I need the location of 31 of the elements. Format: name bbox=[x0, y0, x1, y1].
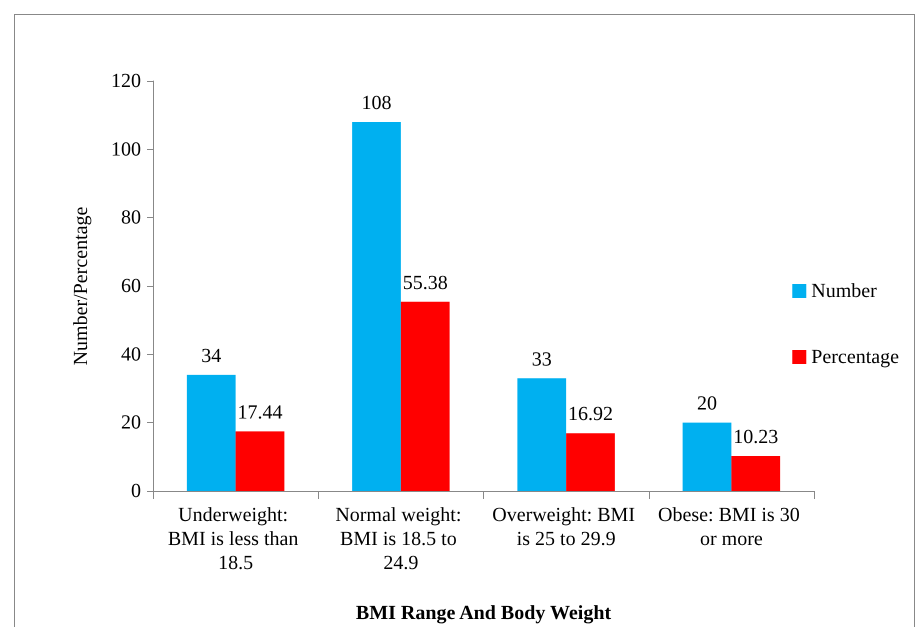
x-tick-label: Overweight: BMI is 25 to 29.9 bbox=[492, 504, 640, 550]
y-tick-label: 120 bbox=[111, 70, 141, 92]
data-label: 20 bbox=[697, 392, 717, 415]
y-tick-label: 80 bbox=[121, 206, 141, 229]
y-tick-label: 0 bbox=[131, 480, 141, 502]
x-tick-label: Obese: BMI is 30 or more bbox=[658, 504, 805, 550]
bar bbox=[682, 422, 732, 491]
bar bbox=[400, 302, 450, 491]
data-label: 10.23 bbox=[733, 426, 778, 448]
y-tick-label: 60 bbox=[121, 275, 141, 297]
data-label: 34 bbox=[201, 344, 222, 367]
x-tick-label: Normal weight: BMI is 18.5 to 24.9 bbox=[335, 504, 466, 574]
bar bbox=[566, 433, 615, 491]
data-label: 16.92 bbox=[568, 403, 613, 426]
y-tick-label: 100 bbox=[111, 138, 141, 160]
y-tick-label: 20 bbox=[121, 412, 141, 434]
bar bbox=[731, 456, 780, 491]
data-label: 55.38 bbox=[402, 272, 448, 294]
legend-label: Number bbox=[811, 280, 878, 302]
y-tick-label: 40 bbox=[121, 343, 141, 366]
bar bbox=[186, 374, 236, 491]
data-label: 108 bbox=[362, 92, 392, 114]
bar bbox=[236, 431, 284, 491]
y-axis-title: Number/Percentage bbox=[70, 206, 92, 366]
legend-label: Percentage bbox=[811, 346, 900, 368]
data-label: 17.44 bbox=[238, 401, 282, 424]
x-axis-title: BMI Range And Body Weight bbox=[356, 602, 612, 624]
data-label: 33 bbox=[532, 348, 552, 370]
bar bbox=[352, 122, 401, 491]
bar bbox=[517, 378, 566, 491]
x-tick-label: Underweight: BMI is less than 18.5 bbox=[168, 504, 304, 574]
